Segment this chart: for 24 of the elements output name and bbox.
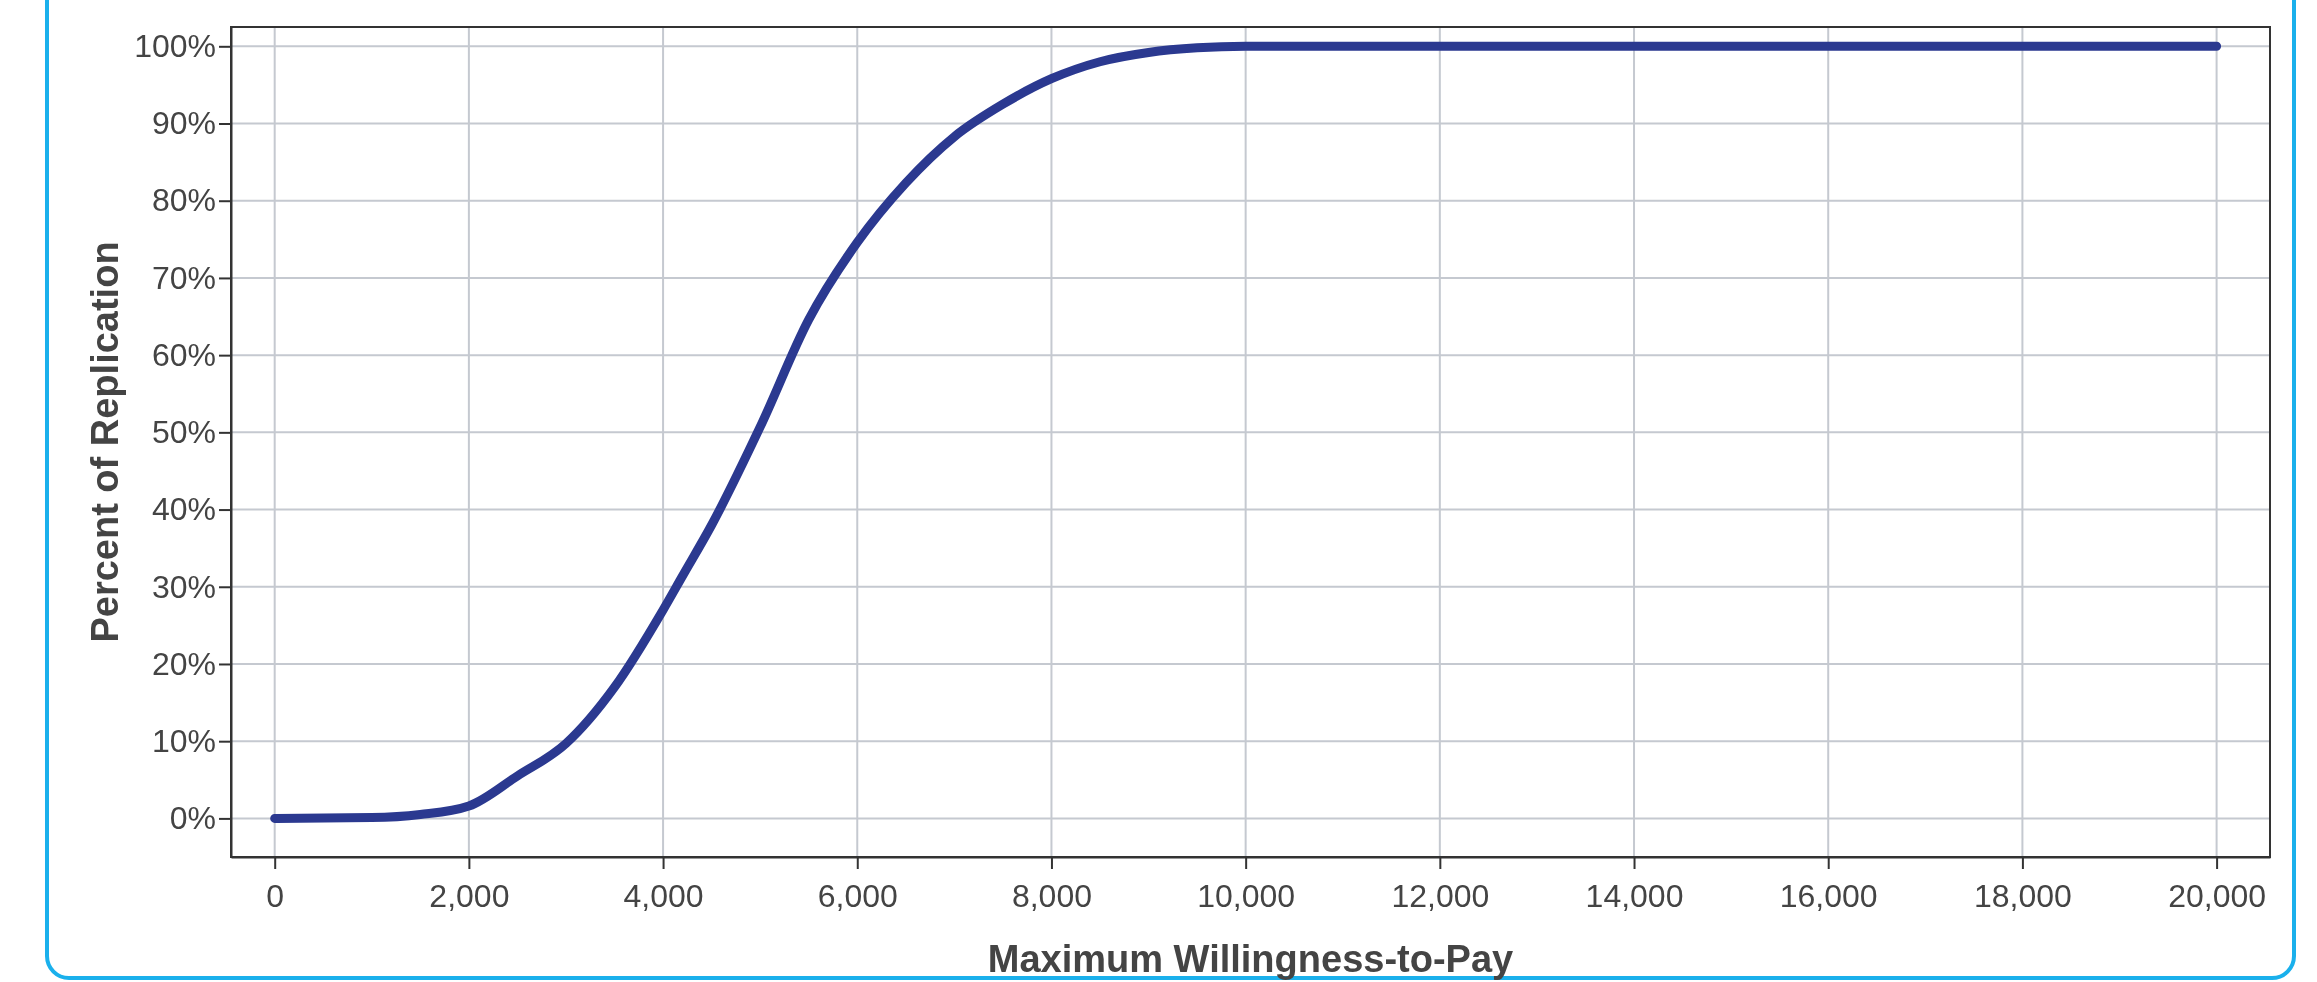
x-tick-label: 2,000 bbox=[429, 878, 510, 915]
x-tick-label: 14,000 bbox=[1585, 878, 1684, 915]
x-tick-label: 0 bbox=[266, 878, 285, 915]
y-tick-label: 100% bbox=[134, 28, 216, 65]
x-tick-label: 20,000 bbox=[2168, 878, 2267, 915]
y-tick-label: 20% bbox=[151, 645, 216, 682]
x-axis-title: Maximum Willingness-to-Pay bbox=[987, 938, 1514, 980]
y-tick-label: 30% bbox=[151, 568, 216, 605]
y-tick-label: 90% bbox=[151, 105, 216, 142]
y-tick-label: 80% bbox=[151, 182, 216, 219]
y-tick-label: 60% bbox=[151, 336, 216, 373]
y-axis-title: Percent of Replication bbox=[84, 241, 126, 643]
y-tick-label: 70% bbox=[151, 259, 216, 296]
y-tick-label: 10% bbox=[151, 722, 216, 759]
x-tick-label: 8,000 bbox=[1011, 878, 1092, 915]
x-tick-label: 12,000 bbox=[1391, 878, 1490, 915]
x-tick-label: 6,000 bbox=[817, 878, 898, 915]
x-tick-label: 10,000 bbox=[1197, 878, 1296, 915]
x-tick-label: 16,000 bbox=[1779, 878, 1878, 915]
y-tick-label: 0% bbox=[169, 800, 216, 837]
x-tick-label: 18,000 bbox=[1973, 878, 2072, 915]
y-tick-label: 40% bbox=[151, 491, 216, 528]
x-tick-label: 4,000 bbox=[623, 878, 704, 915]
y-tick-label: 50% bbox=[151, 414, 216, 451]
